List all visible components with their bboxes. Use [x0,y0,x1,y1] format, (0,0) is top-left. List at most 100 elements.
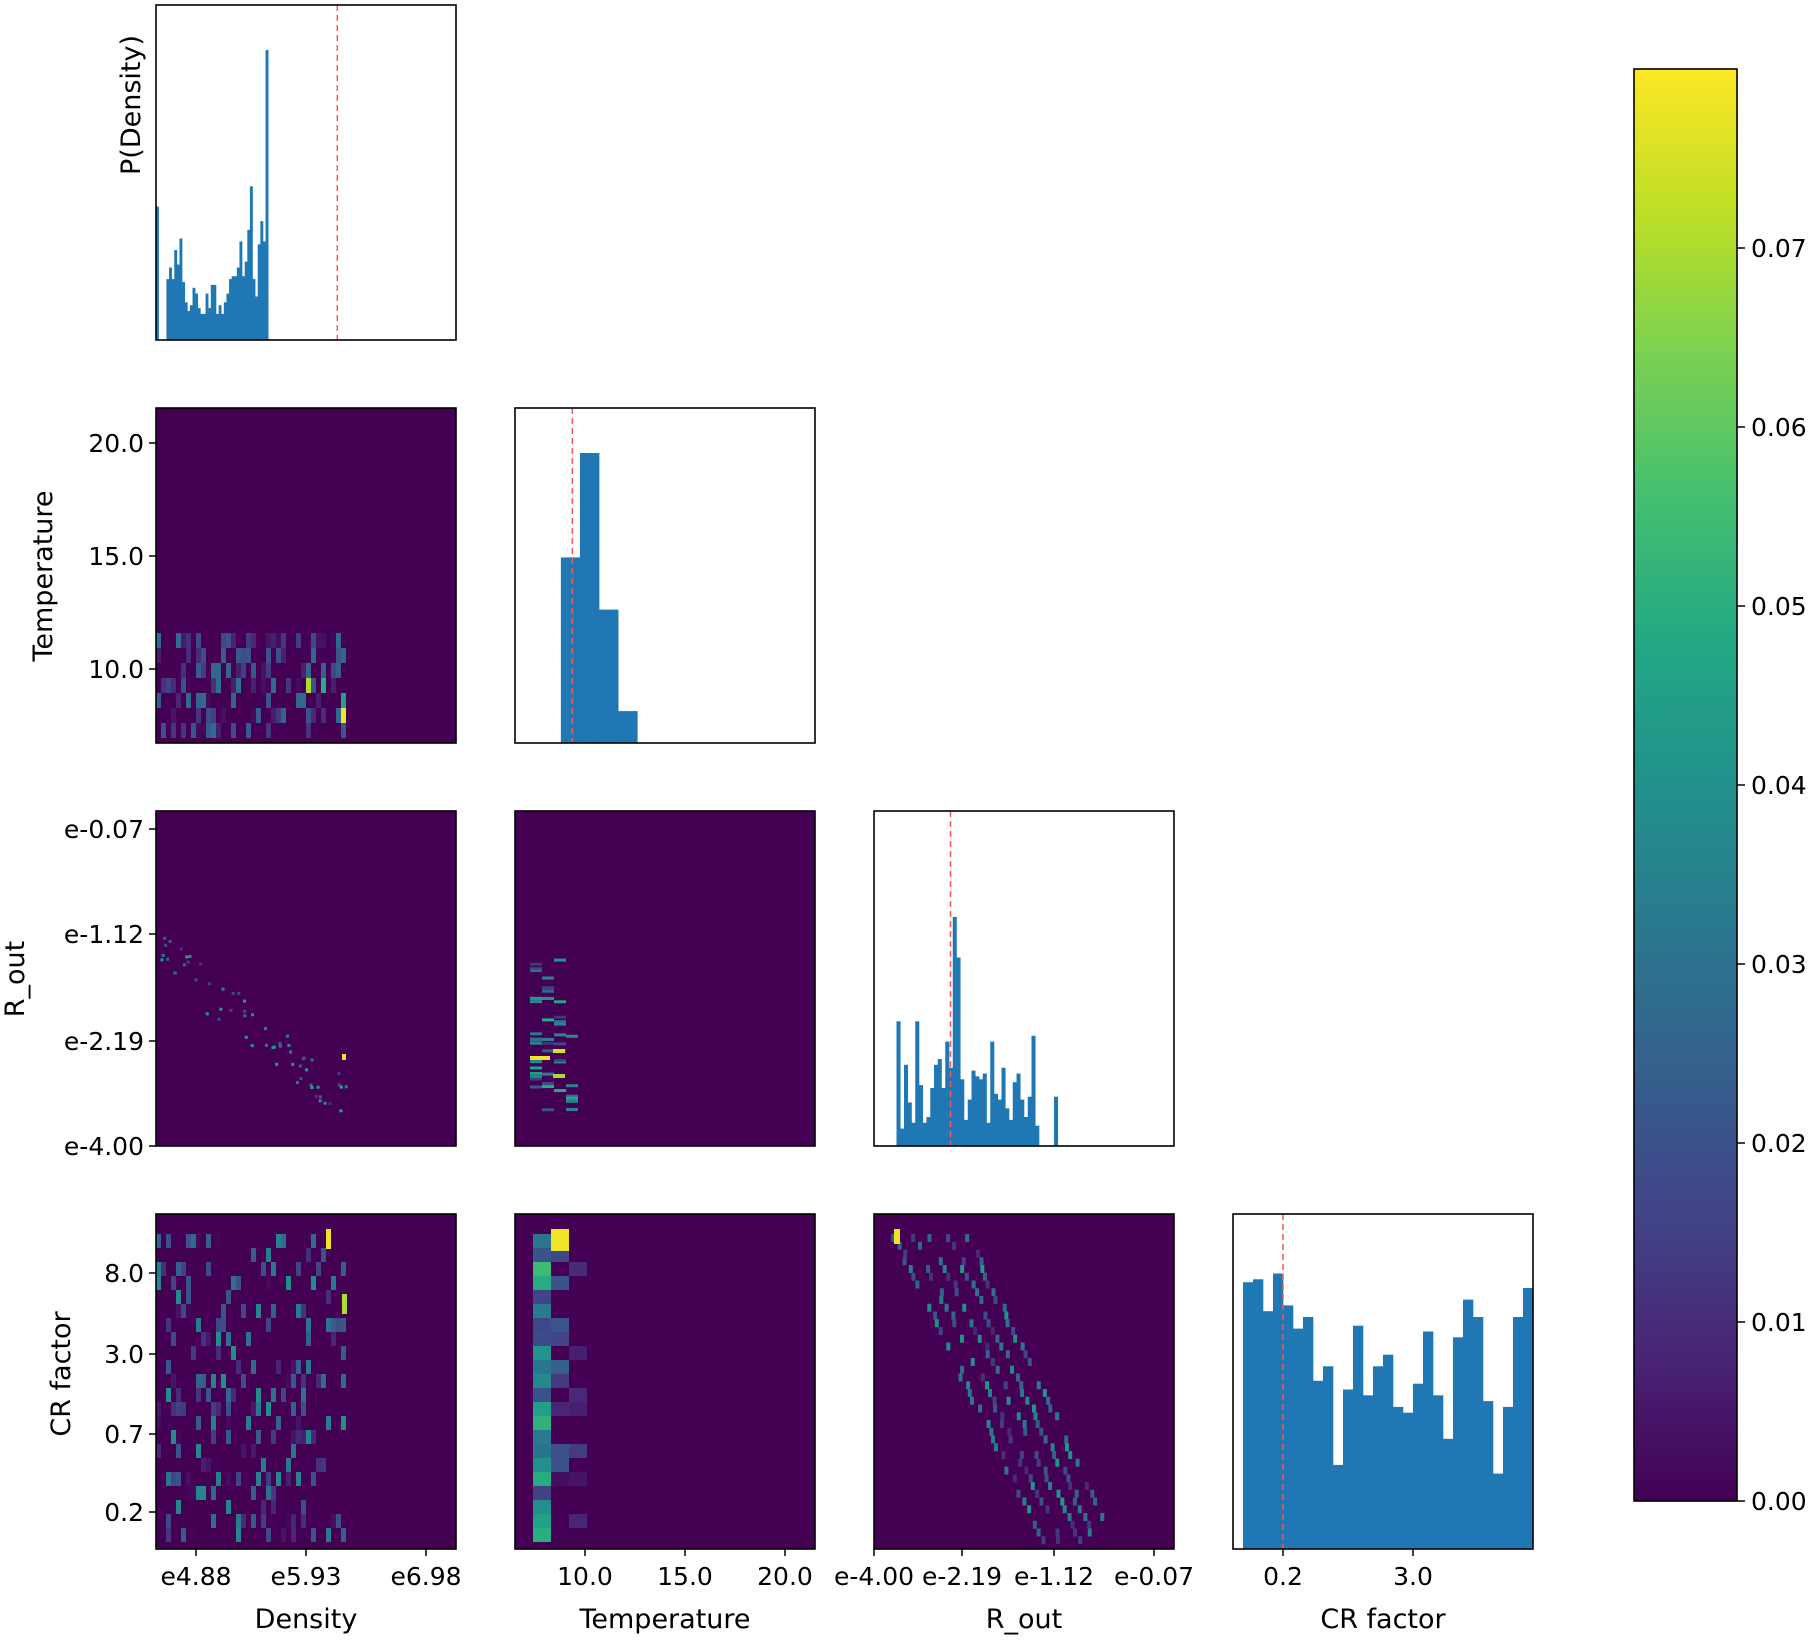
heatmap-cell [1006,1396,1011,1405]
heatmap-cell [256,1472,261,1486]
heatmap-cell [196,723,201,738]
heatmap-cell [530,1032,542,1036]
heatmap-cell [156,633,161,648]
tick-label: 3.0 [1393,1562,1433,1591]
heatmap-cell [533,1248,551,1262]
heatmap-cell [306,678,311,693]
heatmap-cell [160,958,164,962]
heatmap-cell [306,708,311,723]
heatmap-cell [250,1013,254,1017]
heatmap-cell [176,1430,181,1444]
heatmap-cell [321,663,326,678]
heatmap-cell [542,986,554,990]
histogram-bar [1393,1406,1404,1549]
histogram-bar [990,1041,995,1146]
heatmap-cell [1056,1536,1061,1545]
heatmap-cell [569,1472,587,1486]
heatmap-panel-r2-c0 [155,810,457,1147]
histogram-bar [904,1064,909,1146]
heatmap-cell [1068,1451,1073,1459]
heatmap-cell [276,1360,281,1374]
histogram-bar [1020,1099,1025,1146]
heatmap-cell [181,723,186,738]
heatmap-cell [201,693,206,708]
histogram-bar [210,284,214,340]
heatmap-cell [1039,1497,1044,1506]
heatmap-cell [533,1458,551,1472]
heatmap-cell [1083,1513,1088,1521]
panel-frame [155,4,457,341]
histogram-bar [257,244,261,340]
heatmap-cell [251,663,256,678]
histogram-bar [1343,1389,1354,1549]
heatmap-cell [530,1066,542,1070]
heatmap-cell [1093,1497,1098,1506]
heatmap-cell [533,1416,551,1430]
heatmap-cell [156,648,161,663]
heatmap-cell [542,997,554,1001]
heatmap-cell [241,663,246,678]
heatmap-cell [266,1248,271,1262]
histogram-bar [1403,1412,1414,1549]
heatmap-cell [1062,1505,1067,1514]
histogram-bar [956,957,961,1146]
histogram-bar [1443,1438,1454,1549]
histogram-bar [907,1102,912,1146]
heatmap-cell [276,1234,281,1248]
heatmap-cell [939,1288,944,1297]
heatmap-cell [256,1402,261,1416]
heatmap-cell [196,1486,201,1500]
heatmap-cell [206,1234,211,1248]
heatmap-cell [341,1416,346,1430]
heatmap-cell [1060,1497,1065,1506]
heatmap-cell [216,678,221,693]
heatmap-cell [241,648,246,663]
tick-label: 15.0 [88,542,144,571]
heatmap-cell [271,1262,276,1276]
heatmap-cell [296,633,301,648]
heatmap-cell [554,1015,566,1019]
heatmap-cell [301,1514,306,1528]
heatmap-cell [186,1486,191,1500]
heatmap-panel-r2-c1 [514,810,816,1147]
heatmap-cell [156,1402,161,1416]
histogram-bar [952,916,957,1146]
heatmap-cell [316,1262,321,1276]
histogram-bar [236,267,240,340]
heatmap-cell [231,678,236,693]
histogram-bar [1353,1325,1364,1549]
heatmap-cell [1034,1451,1039,1459]
histogram-bar [265,50,269,340]
heatmap-cell [1005,1350,1010,1359]
histogram-bar [1413,1383,1424,1549]
heatmap-cell [266,663,271,678]
histogram-bar [166,279,170,340]
heatmap-cell [237,991,241,995]
histogram-bar [941,1088,946,1146]
y-axis-label: Temperature [28,490,59,662]
heatmap-cell [176,1304,181,1318]
heatmap-cell [533,1444,551,1458]
heatmap-cell [251,1402,256,1416]
heatmap-cell [191,723,196,738]
heatmap-cell [551,1248,569,1262]
heatmap-cell [1016,1412,1021,1421]
heatmap-cell [181,663,186,678]
heatmap-cell [551,1458,569,1472]
heatmap-cell [206,1262,211,1276]
heatmap-cell [977,1334,982,1343]
heatmap-cell [321,1374,326,1388]
heatmap-cell [1067,1513,1072,1521]
histogram-bar [986,1122,991,1146]
heatmap-cell [1063,1466,1068,1475]
histogram-bar [1012,1082,1017,1146]
histogram-bar [195,293,199,340]
histogram-bar [930,1088,935,1146]
heatmap-cell [176,633,181,648]
histogram-bar [1293,1328,1304,1549]
heatmap-cell [221,633,226,648]
heatmap-cell [256,1430,261,1444]
heatmap-cell [271,1388,276,1402]
heatmap-cell [246,648,251,663]
